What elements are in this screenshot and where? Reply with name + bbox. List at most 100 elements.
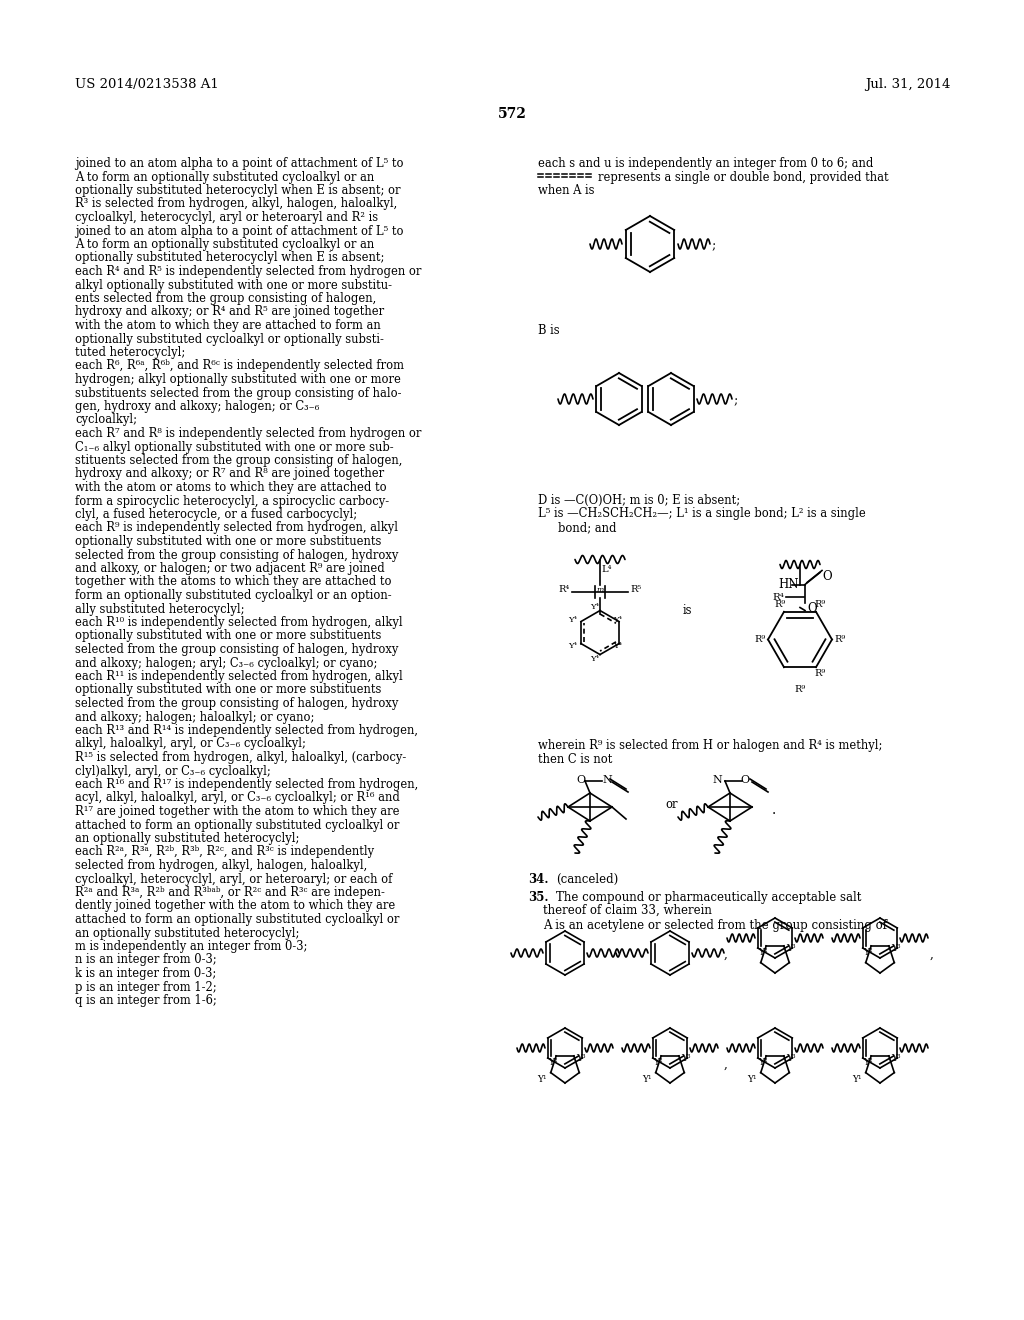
Text: and alkoxy, or halogen; or two adjacent R⁹ are joined: and alkoxy, or halogen; or two adjacent … — [75, 562, 385, 576]
Text: R²ᵃ and R³ᵃ, R²ᵇ and R³ᵇᵃᵇ, or R²ᶜ and R³ᶜ are indepen-: R²ᵃ and R³ᵃ, R²ᵇ and R³ᵇᵃᵇ, or R²ᶜ and R… — [75, 886, 385, 899]
Text: ;: ; — [712, 239, 716, 252]
Text: C₁₋₆ alkyl optionally substituted with one or more sub-: C₁₋₆ alkyl optionally substituted with o… — [75, 441, 393, 454]
Text: joined to an atom alpha to a point of attachment of L⁵ to: joined to an atom alpha to a point of at… — [75, 157, 403, 170]
Text: with the atom or atoms to which they are attached to: with the atom or atoms to which they are… — [75, 480, 387, 494]
Text: ,: , — [930, 948, 934, 961]
Text: Y⁴: Y⁴ — [591, 655, 599, 663]
Text: optionally substituted with one or more substituents: optionally substituted with one or more … — [75, 630, 381, 643]
Text: Y³: Y³ — [891, 1053, 900, 1063]
Text: m: m — [596, 586, 603, 594]
Text: hydroxy and alkoxy; or R⁴ and R⁵ are joined together: hydroxy and alkoxy; or R⁴ and R⁵ are joi… — [75, 305, 384, 318]
Text: each R¹³ and R¹⁴ is independently selected from hydrogen,: each R¹³ and R¹⁴ is independently select… — [75, 723, 418, 737]
Text: each R¹⁰ is independently selected from hydrogen, alkyl: each R¹⁰ is independently selected from … — [75, 616, 402, 630]
Text: R⁴: R⁴ — [558, 586, 569, 594]
Text: with the atom to which they are attached to form an: with the atom to which they are attached… — [75, 319, 381, 333]
Text: D is —C(O)OH; m is 0; E is absent;: D is —C(O)OH; m is 0; E is absent; — [538, 494, 740, 507]
Text: m is independently an integer from 0-3;: m is independently an integer from 0-3; — [75, 940, 307, 953]
Text: O: O — [740, 775, 750, 785]
Text: (canceled): (canceled) — [556, 873, 618, 886]
Text: represents a single or double bond, provided that: represents a single or double bond, prov… — [598, 170, 889, 183]
Text: an optionally substituted heterocyclyl;: an optionally substituted heterocyclyl; — [75, 927, 299, 940]
Text: optionally substituted heterocyclyl when E is absent;: optionally substituted heterocyclyl when… — [75, 252, 384, 264]
Text: 34.: 34. — [528, 873, 549, 886]
Text: Y²: Y² — [758, 1057, 768, 1067]
Text: ally substituted heterocyclyl;: ally substituted heterocyclyl; — [75, 602, 245, 615]
Text: .: . — [772, 803, 776, 817]
Text: L⁵ is —CH₂SCH₂CH₂—; L¹ is a single bond; L² is a single: L⁵ is —CH₂SCH₂CH₂—; L¹ is a single bond;… — [538, 507, 865, 520]
Text: each R⁶, R⁶ᵃ, R⁶ᵇ, and R⁶ᶜ is independently selected from: each R⁶, R⁶ᵃ, R⁶ᵇ, and R⁶ᶜ is independen… — [75, 359, 404, 372]
Text: and alkoxy; halogen; aryl; C₃₋₆ cycloalkyl; or cyano;: and alkoxy; halogen; aryl; C₃₋₆ cycloalk… — [75, 656, 378, 669]
Text: wherein R⁹ is selected from H or halogen and R⁴ is methyl;: wherein R⁹ is selected from H or halogen… — [538, 739, 883, 752]
Text: attached to form an optionally substituted cycloalkyl or: attached to form an optionally substitut… — [75, 913, 399, 927]
Text: attached to form an optionally substituted cycloalkyl or: attached to form an optionally substitut… — [75, 818, 399, 832]
Text: B is: B is — [538, 323, 560, 337]
Text: form a spirocyclic heterocyclyl, a spirocyclic carbocy-: form a spirocyclic heterocyclyl, a spiro… — [75, 495, 389, 507]
Text: Y²: Y² — [548, 1057, 558, 1067]
Text: R⁹: R⁹ — [794, 685, 805, 694]
Text: k is an integer from 0-3;: k is an integer from 0-3; — [75, 968, 216, 979]
Text: or: or — [665, 799, 678, 810]
Text: L⁴: L⁴ — [601, 565, 611, 574]
Text: dently joined together with the atom to which they are: dently joined together with the atom to … — [75, 899, 395, 912]
Text: is: is — [683, 605, 692, 618]
Text: ents selected from the group consisting of halogen,: ents selected from the group consisting … — [75, 292, 376, 305]
Text: Y¹: Y¹ — [642, 1074, 651, 1084]
Text: A to form an optionally substituted cycloalkyl or an: A to form an optionally substituted cycl… — [75, 170, 374, 183]
Text: R¹⁷ are joined together with the atom to which they are: R¹⁷ are joined together with the atom to… — [75, 805, 399, 818]
Text: Y³: Y³ — [785, 944, 796, 953]
Text: stituents selected from the group consisting of halogen,: stituents selected from the group consis… — [75, 454, 402, 467]
Text: alkyl optionally substituted with one or more substitu-: alkyl optionally substituted with one or… — [75, 279, 392, 292]
Text: optionally substituted heterocyclyl when E is absent; or: optionally substituted heterocyclyl when… — [75, 183, 400, 197]
Text: Y²: Y² — [758, 948, 768, 957]
Text: each R²ᵃ, R³ᵃ, R²ᵇ, R³ᵇ, R²ᶜ, and R³ᶜ is independently: each R²ᵃ, R³ᵃ, R²ᵇ, R³ᵇ, R²ᶜ, and R³ᶜ is… — [75, 846, 374, 858]
Text: Y⁴: Y⁴ — [613, 642, 622, 649]
Text: Y⁴: Y⁴ — [613, 615, 622, 623]
Text: Y²: Y² — [863, 948, 872, 957]
Text: n is an integer from 0-3;: n is an integer from 0-3; — [75, 953, 217, 966]
Text: joined to an atom alpha to a point of attachment of L⁵ to: joined to an atom alpha to a point of at… — [75, 224, 403, 238]
Text: tuted heterocyclyl;: tuted heterocyclyl; — [75, 346, 185, 359]
Text: ,: , — [724, 1059, 728, 1071]
Text: clyl, a fused heterocycle, or a fused carbocyclyl;: clyl, a fused heterocycle, or a fused ca… — [75, 508, 357, 521]
Text: selected from the group consisting of halogen, hydroxy: selected from the group consisting of ha… — [75, 643, 398, 656]
Text: Y³: Y³ — [785, 1053, 796, 1063]
Text: R¹⁵ is selected from hydrogen, alkyl, haloalkyl, (carbocy-: R¹⁵ is selected from hydrogen, alkyl, ha… — [75, 751, 407, 764]
Text: 35.: 35. — [528, 891, 549, 904]
Text: each R¹¹ is independently selected from hydrogen, alkyl: each R¹¹ is independently selected from … — [75, 671, 402, 682]
Text: optionally substituted cycloalkyl or optionally substi-: optionally substituted cycloalkyl or opt… — [75, 333, 384, 346]
Text: cycloalkyl, heterocyclyl, aryl or heteroaryl and R² is: cycloalkyl, heterocyclyl, aryl or hetero… — [75, 211, 378, 224]
Text: O: O — [575, 775, 585, 785]
Text: clyl)alkyl, aryl, or C₃₋₆ cycloalkyl;: clyl)alkyl, aryl, or C₃₋₆ cycloalkyl; — [75, 764, 270, 777]
Text: R⁹: R⁹ — [754, 635, 765, 644]
Text: each R¹⁶ and R¹⁷ is independently selected from hydrogen,: each R¹⁶ and R¹⁷ is independently select… — [75, 777, 418, 791]
Text: R⁵: R⁵ — [630, 586, 641, 594]
Text: Y³: Y³ — [891, 944, 900, 953]
Text: hydroxy and alkoxy; or R⁷ and R⁸ are joined together: hydroxy and alkoxy; or R⁷ and R⁸ are joi… — [75, 467, 384, 480]
Text: 572: 572 — [498, 107, 526, 121]
Text: then C is not: then C is not — [538, 752, 612, 766]
Text: US 2014/0213538 A1: US 2014/0213538 A1 — [75, 78, 219, 91]
Text: Y³: Y³ — [681, 1053, 690, 1063]
Text: q is an integer from 1-6;: q is an integer from 1-6; — [75, 994, 217, 1007]
Text: cycloalkyl;: cycloalkyl; — [75, 413, 137, 426]
Text: Y¹: Y¹ — [746, 1074, 757, 1084]
Text: together with the atoms to which they are attached to: together with the atoms to which they ar… — [75, 576, 391, 589]
Text: and alkoxy; halogen; haloalkyl; or cyano;: and alkoxy; halogen; haloalkyl; or cyano… — [75, 710, 314, 723]
Text: acyl, alkyl, haloalkyl, aryl, or C₃₋₆ cycloalkyl; or R¹⁶ and: acyl, alkyl, haloalkyl, aryl, or C₃₋₆ cy… — [75, 792, 400, 804]
Text: optionally substituted with one or more substituents: optionally substituted with one or more … — [75, 535, 381, 548]
Text: bond; and: bond; and — [558, 521, 616, 535]
Text: Y⁴: Y⁴ — [591, 602, 599, 611]
Text: The compound or pharmaceutically acceptable salt: The compound or pharmaceutically accepta… — [556, 891, 861, 904]
Text: O: O — [807, 602, 816, 615]
Text: selected from the group consisting of halogen, hydroxy: selected from the group consisting of ha… — [75, 549, 398, 561]
Text: each s and u is independently an integer from 0 to 6; and: each s and u is independently an integer… — [538, 157, 873, 170]
Text: when A is: when A is — [538, 183, 595, 197]
Text: substituents selected from the group consisting of halo-: substituents selected from the group con… — [75, 387, 401, 400]
Text: R⁹: R⁹ — [834, 635, 845, 644]
Text: N: N — [602, 775, 611, 785]
Text: ,: , — [724, 948, 728, 961]
Text: Y¹: Y¹ — [537, 1074, 546, 1084]
Text: Y²: Y² — [863, 1057, 872, 1067]
Text: Y²: Y² — [653, 1057, 663, 1067]
Text: optionally substituted with one or more substituents: optionally substituted with one or more … — [75, 684, 381, 697]
